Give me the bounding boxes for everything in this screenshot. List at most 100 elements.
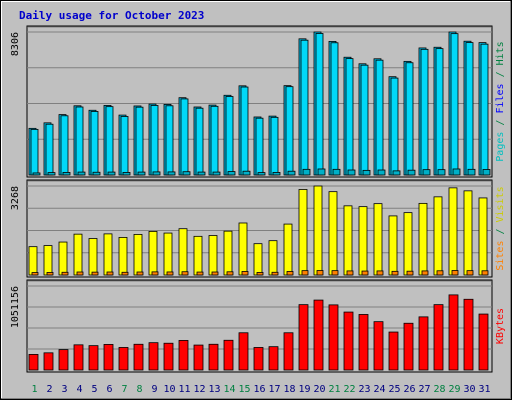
x-tick-label: 17 [268, 384, 280, 395]
bar-visits [343, 205, 353, 276]
bar-kbytes [448, 294, 459, 371]
bar-visits [193, 235, 203, 276]
x-tick-label: 21 [328, 384, 340, 395]
x-tick-label: 7 [121, 384, 127, 395]
bar-kbytes [208, 343, 219, 371]
bar-pages [332, 168, 341, 176]
bar-visits [118, 237, 128, 276]
x-tick-label: 30 [463, 384, 475, 395]
bar-files [465, 42, 474, 176]
bar-kbytes [403, 322, 414, 371]
bar-kbytes [103, 344, 114, 371]
bar-kbytes [343, 311, 354, 371]
bar-sites [391, 270, 399, 276]
bar-visits [28, 246, 38, 276]
bar-pages [92, 171, 101, 176]
bar-sites [106, 271, 114, 276]
bar-files [345, 58, 354, 176]
x-tick-label: 14 [223, 384, 235, 395]
bar-sites [61, 271, 69, 276]
bar-pages [377, 169, 386, 176]
bar-kbytes [283, 332, 294, 371]
bar-kbytes [73, 344, 84, 371]
bar-kbytes [358, 314, 369, 371]
bar-pages [152, 171, 161, 176]
bar-sites [406, 270, 414, 276]
side-label-part: / [495, 222, 506, 240]
panel-hits-files-pages: 8306 Pages / Files / Hits [10, 25, 506, 178]
bar-sites [361, 270, 369, 276]
bar-pages [77, 171, 86, 176]
bar-kbytes [478, 313, 489, 371]
chart-title: Daily usage for October 2023 [19, 9, 204, 22]
bar-visits [358, 206, 368, 276]
bar-pages [437, 169, 446, 176]
y-max-label: 3268 [10, 186, 21, 210]
bar-kbytes [418, 316, 429, 371]
side-label-part: Sites [495, 241, 506, 271]
bar-kbytes [88, 345, 99, 371]
bar-pages [137, 171, 146, 176]
bar-sites [481, 270, 489, 276]
bar-pages [62, 172, 71, 176]
bar-visits [253, 243, 263, 276]
x-tick-label: 27 [418, 384, 430, 395]
bar-pages [242, 170, 251, 176]
y-max-label: 8306 [10, 32, 21, 56]
bar-pages [317, 168, 326, 176]
bar-files [405, 62, 414, 176]
bar-visits [148, 231, 158, 276]
side-label: Pages / Files / Hits [495, 41, 506, 161]
bar-kbytes [43, 352, 54, 371]
side-label-part: Pages [495, 132, 506, 162]
bar-visits [268, 240, 278, 276]
bar-visits [43, 245, 53, 276]
x-tick-label: 31 [478, 384, 490, 395]
bar-files [90, 111, 99, 176]
side-label-part: Visits [495, 186, 506, 222]
bar-visits [298, 189, 308, 276]
bar-kbytes [253, 347, 264, 371]
bar-sites [466, 270, 474, 276]
bar-sites [376, 270, 384, 276]
bar-files [240, 86, 249, 176]
bar-files [420, 48, 429, 176]
bar-pages [122, 172, 131, 176]
bar-files [45, 123, 54, 176]
bar-pages [227, 171, 236, 176]
x-tick-label: 25 [388, 384, 400, 395]
x-tick-label: 19 [298, 384, 310, 395]
bar-visits [178, 228, 188, 276]
bar-visits [133, 234, 143, 276]
x-tick-label: 23 [358, 384, 370, 395]
bar-sites [331, 270, 339, 276]
bar-kbytes [193, 344, 204, 371]
x-tick-label: 26 [403, 384, 415, 395]
bar-sites [241, 271, 249, 276]
bar-kbytes [118, 347, 129, 371]
x-tick-label: 9 [151, 384, 157, 395]
bar-pages [452, 168, 461, 176]
bar-sites [121, 271, 129, 276]
bar-kbytes [433, 304, 444, 371]
bar-kbytes [313, 299, 324, 371]
bar-visits [478, 197, 488, 276]
bar-pages [257, 172, 266, 176]
bar-sites [91, 271, 99, 276]
x-tick-label: 6 [106, 384, 112, 395]
bar-sites [166, 271, 174, 276]
bar-visits [58, 241, 68, 276]
bar-kbytes [298, 304, 309, 371]
bar-files [480, 43, 489, 176]
bar-kbytes [148, 342, 159, 371]
bar-kbytes [133, 343, 144, 371]
bar-files [375, 59, 384, 176]
bar-files [360, 64, 369, 176]
bar-files [300, 39, 309, 176]
side-label-part: Files [495, 83, 506, 113]
x-tick-label: 22 [343, 384, 355, 395]
bar-files [105, 106, 114, 176]
bar-files [270, 116, 279, 176]
bar-visits [103, 233, 113, 276]
bar-pages [422, 169, 431, 176]
